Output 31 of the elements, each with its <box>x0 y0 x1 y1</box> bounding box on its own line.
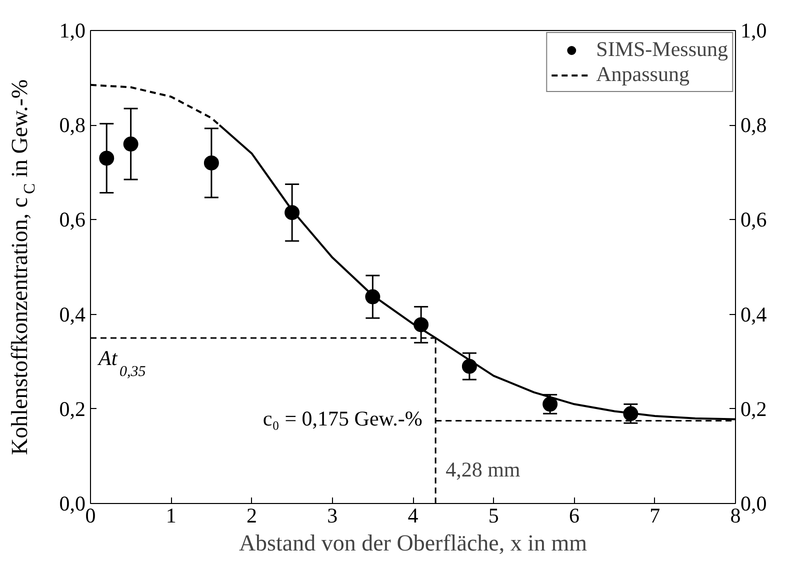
y-tick-label: 0,6 <box>59 208 86 232</box>
x-tick-label: 5 <box>488 504 499 528</box>
x-axis-title: Abstand von der Oberfläche, x in mm <box>238 530 588 556</box>
x-tick-label: 4 <box>408 504 419 528</box>
x-tick-label: 7 <box>650 504 660 528</box>
point <box>99 150 114 166</box>
y2-tick-label: 0,8 <box>740 113 767 138</box>
y-axis-title: Kohlenstoffkonzentration, cC in Gew.-% <box>7 79 39 456</box>
x-tick-label: 3 <box>327 504 338 528</box>
y2-tick-label: 0,4 <box>740 302 768 326</box>
y-tick-label: 1,0 <box>59 18 86 42</box>
ref-line-label: 4,28 mm <box>446 458 520 482</box>
y2-tick-label: 0,0 <box>740 492 767 516</box>
y-tick-label: 0,0 <box>59 492 86 516</box>
ref-line-label: c₀ = 0,175 Gew.-% <box>262 406 422 431</box>
x-tick-label: 0 <box>85 504 96 528</box>
y-tick-label: 0,2 <box>59 396 86 421</box>
point <box>204 155 219 170</box>
x-tick-label: 8 <box>730 504 741 528</box>
legend-label: Anpassung <box>596 62 690 87</box>
x-tick-label: 2 <box>246 504 257 528</box>
point <box>542 396 558 412</box>
x-tick-label: 6 <box>569 504 580 528</box>
y2-tick-label: 1,0 <box>740 18 767 42</box>
point <box>123 136 138 152</box>
legend-label: SIMS-Messung <box>596 37 728 62</box>
y2-tick-label: 0,2 <box>740 396 767 421</box>
y2-tick-label: 0,6 <box>740 208 767 232</box>
y-tick-label: 0,4 <box>59 302 86 326</box>
y-tick-label: 0,8 <box>59 113 86 138</box>
x-tick-label: 1 <box>166 504 176 528</box>
